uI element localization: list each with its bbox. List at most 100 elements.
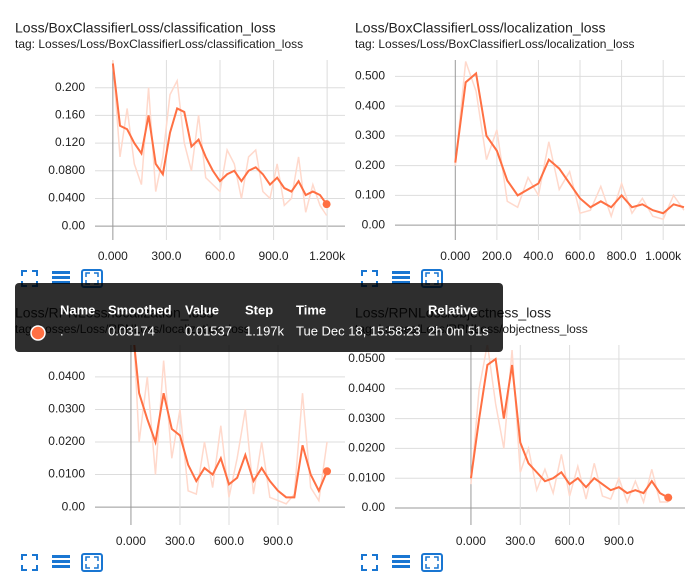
x-tick-label: 600.0	[555, 534, 585, 548]
x-tick-label: 0.000	[440, 249, 470, 263]
icon	[421, 553, 443, 572]
series-line	[133, 345, 328, 499]
toggle-log-button[interactable]	[392, 555, 410, 568]
icon	[425, 272, 439, 285]
chart-title: Loss/BoxClassifierLoss/localization_loss	[355, 20, 606, 36]
hover-point	[322, 200, 331, 209]
fullscreen-button[interactable]	[361, 554, 378, 571]
y-tick-label: 0.0400	[348, 381, 385, 395]
chart-title: Loss/BoxClassifierLoss/classification_lo…	[15, 20, 276, 36]
chart: Loss/BoxClassifierLoss/localization_loss…	[355, 20, 685, 288]
icon	[52, 276, 70, 279]
y-tick-label: 0.00	[62, 499, 86, 513]
y-tick-label: 0.0300	[48, 402, 85, 416]
hover-point	[323, 467, 332, 476]
y-tick-label: 0.160	[55, 108, 85, 122]
y-tick-label: 0.300	[355, 128, 385, 142]
tooltip-cell: 0.03174	[108, 323, 155, 338]
y-tick-label: 0.00	[362, 500, 386, 514]
series-line	[111, 63, 328, 205]
fullscreen-button[interactable]	[21, 270, 38, 287]
x-tick-label: 1.200k	[309, 249, 346, 263]
tooltip-header: Value	[185, 302, 219, 317]
icon	[392, 565, 410, 568]
tooltip: Name Smoothed Value Step Time Relative. 0.0317…	[15, 283, 503, 352]
tooltip-cell: 1.197k	[245, 323, 285, 338]
tooltip-header: Name	[60, 302, 95, 317]
x-tick-label: 0.000	[456, 534, 486, 548]
icon	[425, 556, 439, 569]
icon	[85, 272, 99, 285]
icon	[392, 276, 410, 279]
y-tick-label: 0.00	[62, 218, 86, 232]
tooltip-background	[15, 283, 503, 352]
toggle-log-button[interactable]	[392, 271, 410, 284]
x-tick-label: 800.0	[607, 249, 637, 263]
y-tick-label: 0.0100	[348, 470, 385, 484]
chart-toolbar	[21, 553, 103, 572]
x-tick-label: 400.0	[523, 249, 553, 263]
series-line	[469, 357, 669, 499]
y-tick-label: 0.0400	[48, 369, 85, 383]
x-tick-label: 0.000	[116, 534, 146, 548]
icon	[52, 271, 70, 274]
fullscreen-button[interactable]	[361, 270, 378, 287]
y-tick-label: 0.400	[355, 98, 385, 112]
toggle-log-button[interactable]	[52, 555, 70, 568]
tooltip-header: Time	[296, 302, 326, 317]
y-tick-label: 0.0400	[48, 191, 85, 205]
icon	[361, 554, 378, 571]
icon	[361, 270, 378, 287]
y-tick-label: 0.0800	[48, 163, 85, 177]
icon	[85, 556, 99, 569]
fit-domain-button[interactable]	[81, 553, 103, 572]
y-tick-label: 0.0100	[48, 467, 85, 481]
tooltip-cell: 0.01537	[185, 323, 232, 338]
icon	[21, 554, 38, 571]
y-tick-label: 0.0500	[348, 351, 385, 365]
tooltip-header: Step	[245, 302, 273, 317]
series-line	[454, 71, 685, 215]
x-tick-label: 600.0	[205, 249, 235, 263]
x-tick-label: 0.000	[98, 249, 128, 263]
series-line	[470, 345, 669, 505]
fit-domain-button[interactable]	[421, 553, 443, 572]
x-tick-label: 600.0	[214, 534, 244, 548]
series-line	[112, 60, 328, 216]
y-tick-label: 0.500	[355, 69, 385, 83]
toggle-log-button[interactable]	[52, 271, 70, 284]
chart-tag: tag: Losses/Loss/BoxClassifierLoss/local…	[355, 37, 634, 51]
y-tick-label: 0.0200	[48, 434, 85, 448]
y-tick-label: 0.0200	[348, 441, 385, 455]
x-tick-label: 900.0	[263, 534, 293, 548]
icon	[392, 560, 410, 563]
icon	[392, 271, 410, 274]
y-tick-label: 0.100	[355, 188, 385, 202]
y-tick-label: 0.120	[55, 135, 85, 149]
tooltip-header: Relative	[428, 302, 478, 317]
icon	[52, 281, 70, 284]
icon	[52, 555, 70, 558]
y-tick-label: 0.00	[362, 217, 386, 231]
x-tick-label: 300.0	[505, 534, 535, 548]
x-tick-label: 300.0	[165, 534, 195, 548]
chart-toolbar	[21, 269, 103, 288]
y-tick-label: 0.0300	[348, 411, 385, 425]
x-tick-label: 900.0	[259, 249, 289, 263]
series-line	[454, 61, 685, 221]
hover-point	[664, 493, 673, 502]
y-tick-label: 0.200	[55, 80, 85, 94]
x-tick-label: 300.0	[151, 249, 181, 263]
x-tick-label: 200.0	[482, 249, 512, 263]
tooltip-cell: .	[60, 323, 64, 338]
tooltip-cell: Tue Dec 18, 15:58:23	[296, 323, 421, 338]
x-tick-label: 1.000k	[645, 249, 682, 263]
x-tick-label: 900.0	[604, 534, 634, 548]
chart-tag: tag: Losses/Loss/BoxClassifierLoss/class…	[15, 37, 303, 51]
tooltip-swatch	[30, 325, 46, 341]
icon	[21, 270, 38, 287]
icon	[52, 565, 70, 568]
fullscreen-button[interactable]	[21, 554, 38, 571]
icon	[392, 281, 410, 284]
